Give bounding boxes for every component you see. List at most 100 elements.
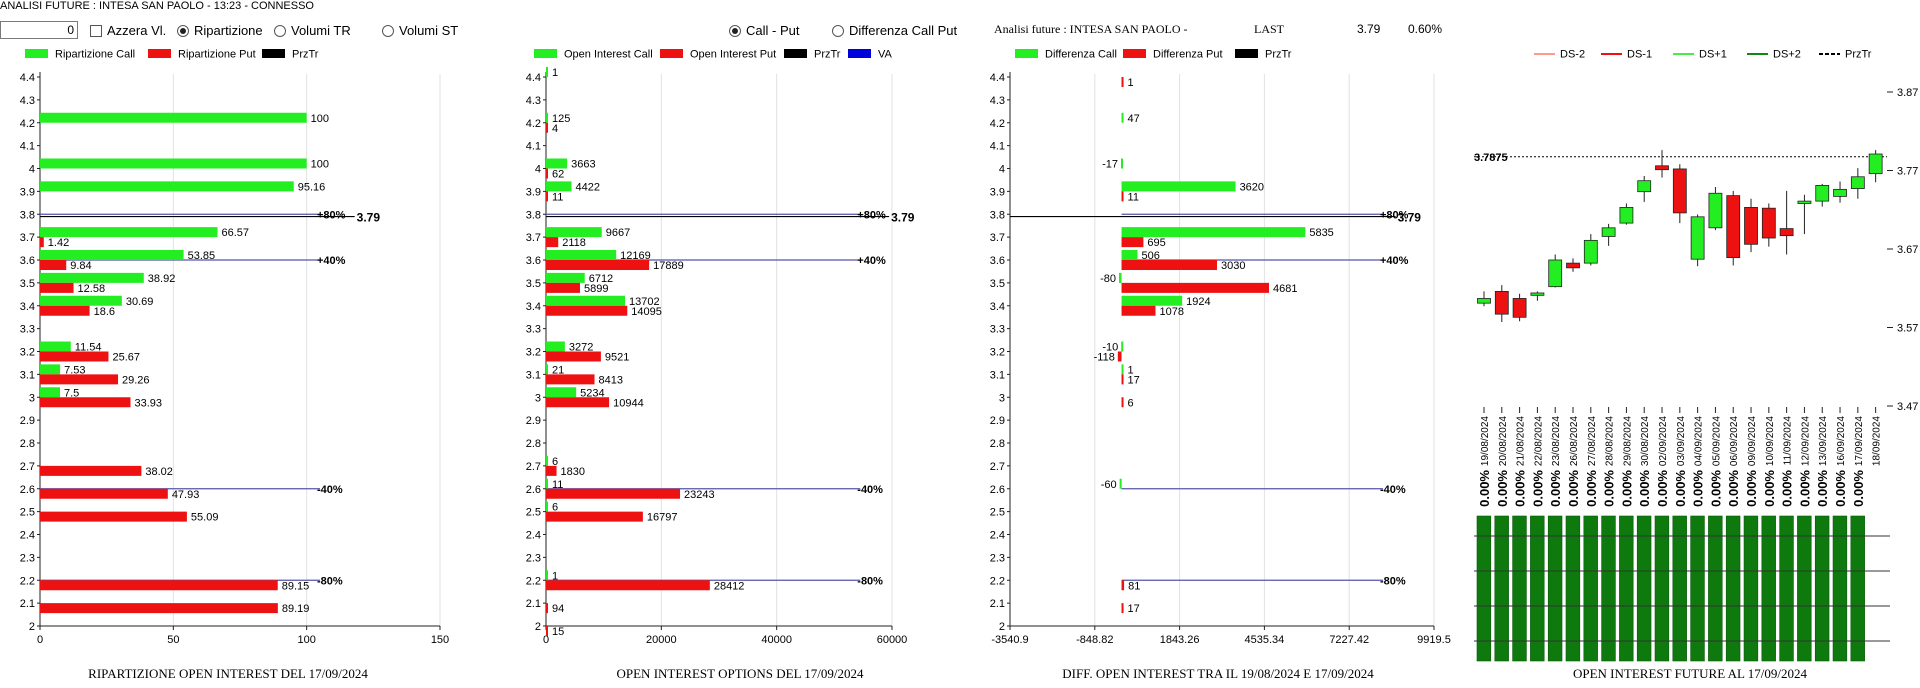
x-tick-label: 9919.5 — [1417, 634, 1451, 646]
date-label: 21/08/2024 — [1516, 416, 1527, 466]
y-tick-label: 3.3 — [990, 324, 1005, 336]
put-bar-label: 1078 — [1159, 306, 1183, 318]
candle-body — [1868, 153, 1883, 175]
put-bar-label: 9521 — [605, 352, 629, 364]
oi-bar — [1708, 515, 1723, 662]
app-title: ANALISI FUTURE : INTESA SAN PAOLO - 13:2… — [0, 0, 314, 12]
y-tick-label: 2.2 — [526, 575, 541, 587]
put-bar — [1121, 603, 1124, 614]
volumi-st-radio[interactable]: Volumi ST — [382, 23, 458, 38]
call-bar — [40, 112, 307, 123]
call-bar-label: 7.53 — [64, 364, 85, 376]
put-bar — [546, 122, 548, 133]
put-bar — [40, 511, 187, 522]
put-bar-label: 17889 — [653, 260, 684, 272]
call-bar-label: 1 — [1128, 364, 1134, 376]
put-bar-label: 17 — [1128, 603, 1140, 615]
put-bar — [546, 168, 548, 179]
put-bar — [40, 603, 278, 614]
volumi-tr-radio[interactable]: Volumi TR — [274, 23, 351, 38]
call-bar — [40, 227, 218, 238]
put-bar-label: 81 — [1128, 580, 1140, 592]
percent-label: 0.00% — [1602, 470, 1617, 507]
candle-body — [1512, 298, 1527, 318]
radio-selected-icon — [177, 24, 189, 37]
call-bar-label: 1924 — [1186, 296, 1210, 308]
percent-label: 0.00% — [1637, 470, 1652, 507]
ripartizione-radio[interactable]: Ripartizione — [177, 23, 263, 38]
diff-call-put-radio[interactable]: Differenza Call Put — [832, 23, 957, 38]
call-bar-label: 5234 — [580, 387, 604, 399]
y-tick-label: 3.4 — [526, 301, 541, 313]
call-bar — [1121, 181, 1236, 192]
number-input[interactable]: 0 — [0, 21, 78, 39]
oi-bar — [1850, 515, 1865, 662]
legend-label: Ripartizione Put — [178, 49, 256, 61]
call-bar — [546, 250, 617, 260]
y-tick-label: 4.2 — [20, 118, 35, 130]
call-bar — [1121, 341, 1124, 352]
call-put-radio[interactable]: Call - Put — [729, 23, 799, 38]
legend-label: PrzTr — [292, 49, 319, 61]
call-bar-label: 11.54 — [75, 342, 102, 354]
call-bar-label: 4422 — [576, 181, 600, 193]
candle-body — [1601, 227, 1616, 237]
percent-label: 0.00% — [1495, 470, 1510, 507]
date-label: 10/09/2024 — [1765, 416, 1776, 466]
price-label: 3.79 — [891, 211, 915, 225]
y-tick-label: 2.9 — [990, 415, 1005, 427]
oi-bar — [1636, 515, 1652, 662]
call-bar — [546, 272, 585, 283]
put-bar — [546, 351, 601, 362]
azzera-checkbox[interactable]: Azzera Vl. — [90, 23, 166, 38]
date-label: 09/09/2024 — [1747, 416, 1758, 466]
call-bar-label: 11 — [552, 479, 563, 491]
y-tick-label: 3.57 — [1897, 323, 1918, 335]
put-bar — [546, 374, 595, 385]
legend-label: DS-2 — [1560, 49, 1585, 61]
put-bar — [1121, 77, 1124, 87]
put-bar-label: 3030 — [1221, 260, 1245, 272]
y-tick-label: 3.5 — [990, 278, 1005, 290]
legend-swatch — [1015, 49, 1038, 58]
candle-body — [1583, 239, 1598, 264]
legend-label: Open Interest Call — [564, 49, 653, 61]
x-tick-label: 4535.34 — [1245, 634, 1285, 646]
call-bar — [546, 181, 572, 192]
y-tick-label: 2.6 — [990, 484, 1005, 496]
put-bar — [40, 580, 278, 591]
y-tick-label: 3.8 — [20, 209, 35, 221]
y-tick-label: 3.6 — [20, 255, 35, 267]
y-tick-label: 3 — [29, 392, 35, 404]
change-value: 0.60% — [1408, 22, 1443, 36]
put-bar — [1121, 191, 1124, 202]
candle-body — [1619, 206, 1634, 224]
y-tick-label: 2.9 — [20, 415, 35, 427]
volumi-tr-label: Volumi TR — [291, 23, 351, 38]
legend-swatch — [262, 49, 285, 58]
oi-bar — [1512, 515, 1527, 662]
call-bar-label: 1 — [552, 67, 558, 79]
y-tick-label: 3 — [999, 392, 1005, 404]
legend-swatch — [148, 49, 171, 58]
y-tick-label: 4.4 — [20, 72, 35, 84]
put-bar — [546, 603, 548, 614]
x-tick-label: 150 — [431, 634, 449, 646]
y-tick-label: 3.47 — [1897, 401, 1918, 413]
y-tick-label: 3.7 — [20, 232, 35, 244]
y-tick-label: 3 — [535, 392, 541, 404]
date-label: 29/08/2024 — [1622, 416, 1633, 466]
y-tick-label: 2 — [535, 621, 541, 633]
last-value: 3.79 — [1357, 22, 1381, 36]
radio-icon — [832, 24, 844, 37]
y-tick-label: 3.8 — [526, 209, 541, 221]
candle-body — [1708, 192, 1723, 229]
call-bar — [546, 387, 577, 398]
level-label: +40% — [857, 255, 886, 267]
call-bar-label: 66.57 — [222, 227, 250, 239]
put-bar-label: 47.93 — [172, 489, 200, 501]
candle-body — [1530, 292, 1545, 296]
ripartizione-label: Ripartizione — [194, 23, 263, 38]
put-bar-label: 4681 — [1273, 283, 1297, 295]
call-bar — [1119, 478, 1122, 489]
